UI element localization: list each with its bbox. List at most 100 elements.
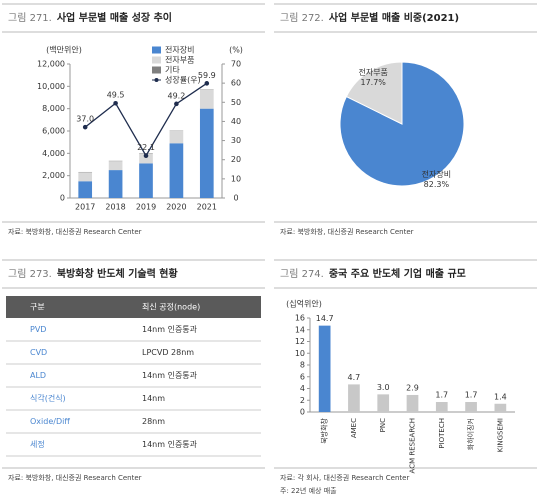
y2-tick-label: 60 xyxy=(231,79,241,88)
x-tick-label: PIOTECH xyxy=(438,418,446,449)
legend-swatch xyxy=(152,56,161,64)
bar xyxy=(435,402,448,412)
x-tick-label: 2020 xyxy=(166,203,186,212)
title-text: 북방화창 반도체 기술력 현황 xyxy=(57,267,179,280)
table-cell: 14nm xyxy=(142,394,165,403)
y-tick-label: 0 xyxy=(300,408,305,417)
bar xyxy=(494,403,507,412)
title-text: 사업 부문별 매출 비중(2021) xyxy=(329,11,459,24)
pie-category: 전자장비 xyxy=(422,169,451,179)
table-cell: ALD xyxy=(30,371,46,380)
figure-number: 그림 271. xyxy=(8,12,52,24)
table-cell: LPCVD 28nm xyxy=(142,348,194,357)
bar-segment xyxy=(169,131,184,144)
panel-frames xyxy=(2,3,537,469)
y-axis-label: (십억위안) xyxy=(286,299,322,309)
x-tick-label: KINGSEMI xyxy=(496,418,504,452)
x-tick-label: PNC xyxy=(379,418,387,432)
table-header-cell: 최신 공정(node) xyxy=(142,302,200,312)
table-cell: 28nm xyxy=(142,417,165,426)
legend-dot xyxy=(154,78,159,82)
table-cell: PVD xyxy=(30,325,46,334)
pie-value: 82.3% xyxy=(424,180,450,189)
bar-segment xyxy=(78,172,93,182)
pie-value: 17.7% xyxy=(360,78,386,87)
bar-segment xyxy=(199,89,214,109)
data-label: 2.9 xyxy=(406,383,419,392)
legend-label: 전자장비 xyxy=(165,45,194,55)
title-text: 중국 주요 반도체 기업 매출 규모 xyxy=(329,267,466,280)
x-tick-label: AMEC xyxy=(350,418,358,438)
data-label: 1.7 xyxy=(465,391,478,400)
y2-axis-label: (%) xyxy=(229,46,243,55)
data-label: 49.5 xyxy=(107,91,125,100)
title-text: 사업 부문별 매출 성장 추이 xyxy=(57,11,172,24)
y2-tick-label: 0 xyxy=(233,194,238,203)
source: 자료: 북방화창, 대신증권 Research Center xyxy=(280,227,414,236)
bar-segment xyxy=(139,163,153,198)
y-tick-label: 10,000 xyxy=(37,82,65,91)
bar-segment xyxy=(199,108,214,198)
panel-title: 그림 272. 사업 부문별 매출 비중(2021) xyxy=(280,11,459,24)
table-header-bg xyxy=(6,296,261,318)
line-point xyxy=(113,100,118,106)
y-tick-label: 12 xyxy=(295,337,305,346)
y2-tick-label: 70 xyxy=(231,60,241,69)
table-cell: CVD xyxy=(30,348,47,357)
source: 자료: 각 회사, 대신증권 Research Center xyxy=(280,473,409,482)
legend-swatch xyxy=(152,66,161,74)
y-tick-label: 4 xyxy=(300,384,305,393)
y2-tick-label: 10 xyxy=(231,174,241,183)
pie-slice xyxy=(345,61,403,125)
y-tick-label: 6 xyxy=(300,372,305,381)
bar-segment xyxy=(139,153,153,164)
table-cell: 세정 xyxy=(30,439,45,449)
figure-number: 그림 272. xyxy=(280,12,324,24)
panel-title: 그림 271. 사업 부문별 매출 성장 추이 xyxy=(8,11,172,24)
bar-segment xyxy=(169,143,184,198)
x-tick-label: ACM RESEARCH xyxy=(409,418,417,473)
data-label: 14.7 xyxy=(316,314,334,323)
panel-title: 그림 273. 북방화창 반도체 기술력 현황 xyxy=(8,267,179,280)
table-cell: 14nm 인증통과 xyxy=(142,370,198,380)
data-label: 49.2 xyxy=(167,91,185,100)
bar xyxy=(348,384,360,412)
y-tick-label: 4,000 xyxy=(42,149,65,158)
bar-segment xyxy=(108,170,123,198)
y-tick-label: 8 xyxy=(300,361,305,370)
panel-title: 그림 274. 중국 주요 반도체 기업 매출 규모 xyxy=(280,267,466,280)
data-label: 37.0 xyxy=(76,115,94,124)
y-tick-label: 6,000 xyxy=(42,127,65,136)
pie-category: 전자부품 xyxy=(358,67,387,77)
note: 주: 22년 예상 매출 xyxy=(280,486,337,495)
figure-number: 그림 273. xyxy=(8,268,52,280)
legend-swatch xyxy=(152,46,161,54)
bar-segment xyxy=(78,181,93,198)
y2-tick-label: 20 xyxy=(231,155,241,164)
x-tick-label: 화하이징커 xyxy=(466,418,475,450)
line-point xyxy=(204,81,210,86)
y-tick-label: 12,000 xyxy=(37,60,65,69)
data-label: 22.1 xyxy=(137,143,155,152)
y2-tick-label: 50 xyxy=(231,98,241,107)
source: 자료: 북방화창, 대신증권 Research Center xyxy=(8,473,142,482)
x-tick-label: 북방화창 xyxy=(320,417,329,443)
y-tick-label: 16 xyxy=(295,314,305,323)
data-label: 1.7 xyxy=(435,391,448,400)
x-tick-label: 2021 xyxy=(197,203,217,212)
y-tick-label: 8,000 xyxy=(42,104,65,113)
y-tick-label: 2,000 xyxy=(42,171,65,180)
table-cell: 식각(건식) xyxy=(30,393,66,403)
y2-tick-label: 30 xyxy=(231,136,241,145)
bar xyxy=(406,394,419,412)
y-tick-label: 14 xyxy=(295,325,305,334)
source: 자료: 북방화창, 대신증권 Research Center xyxy=(8,227,142,236)
line-point xyxy=(82,124,88,130)
legend-label: 전자부품 xyxy=(165,55,194,65)
y2-tick-label: 40 xyxy=(231,117,241,126)
bar xyxy=(318,325,331,412)
line-point xyxy=(174,101,179,107)
bar-segment xyxy=(108,161,123,171)
table-cell: Oxide/Diff xyxy=(30,417,70,426)
